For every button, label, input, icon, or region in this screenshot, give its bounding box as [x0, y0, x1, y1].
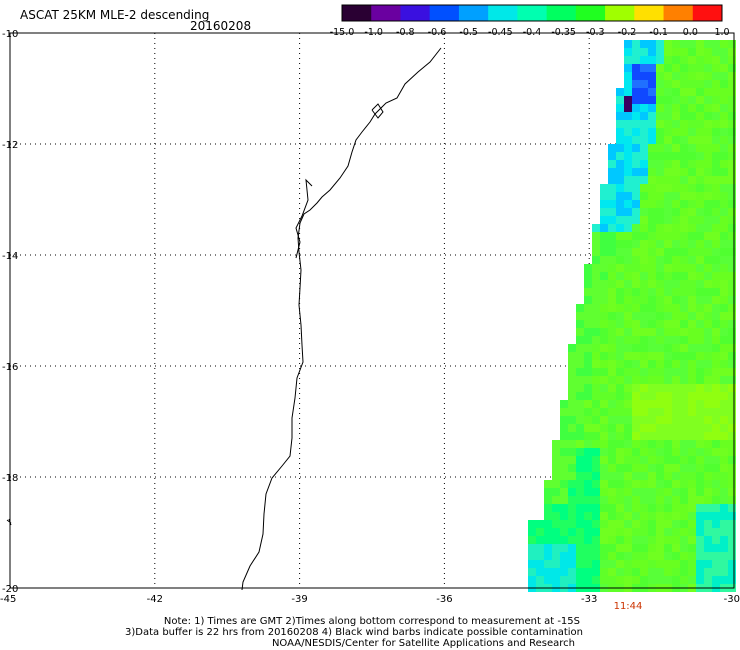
- lat-tick-label: -20: [2, 584, 18, 595]
- colorbar-swatch: [605, 5, 635, 21]
- map-title: ASCAT 25KM MLE-2 descending: [20, 8, 210, 22]
- colorbar-swatch: [400, 5, 431, 21]
- colorbar-swatch: [663, 5, 694, 21]
- colorbar-swatch: [634, 5, 665, 21]
- lon-tick-label: -36: [436, 594, 452, 605]
- colorbar-frame: [341, 4, 723, 22]
- lat-tick-label: -16: [2, 362, 18, 373]
- colorbar-swatch: [546, 5, 577, 21]
- colorbar-swatch: [575, 5, 606, 21]
- map-frame: [9, 32, 735, 589]
- lon-tick-label: -39: [291, 594, 307, 605]
- lat-tick-label: -18: [2, 473, 18, 484]
- lon-tick-label: -42: [147, 594, 163, 605]
- bay-outline: [295, 178, 313, 259]
- note-line-1: Note: 1) Times are GMT 2)Times along bot…: [163, 616, 580, 627]
- colorbar-swatch: [371, 5, 401, 21]
- note-line-2: 3)Data buffer is 22 hrs from 20160208 4)…: [125, 627, 583, 638]
- colorbar-swatch: [429, 5, 460, 21]
- lon-tick-label: -33: [581, 594, 597, 605]
- note-line-3: NOAA/NESDIS/Center for Satellite Applica…: [271, 638, 575, 649]
- coastline: [241, 47, 442, 591]
- colorbar-swatch: [458, 5, 489, 21]
- colorbar-swatch: [692, 5, 723, 21]
- pass-time-label: 11:44: [614, 601, 643, 610]
- lon-tick-label: -30: [724, 594, 740, 605]
- map-date: 20160208: [190, 19, 252, 33]
- lon-tick-label: -45: [0, 594, 16, 605]
- map-panel: -45 -42 -39 -36 -33 -30 -10 -12 -14 -16 -18 -20 11:4…: [0, 29, 740, 610]
- lat-tick-label: -14: [2, 251, 18, 262]
- colorbar-swatch: [488, 5, 518, 21]
- colorbar-swatch: [342, 5, 372, 21]
- island-outline: [371, 103, 384, 119]
- lat-tick-label: -12: [2, 140, 18, 151]
- lat-tick-label: -10: [2, 29, 18, 40]
- scatterometer-swath: [528, 40, 736, 592]
- colorbar-swatch: [517, 5, 548, 21]
